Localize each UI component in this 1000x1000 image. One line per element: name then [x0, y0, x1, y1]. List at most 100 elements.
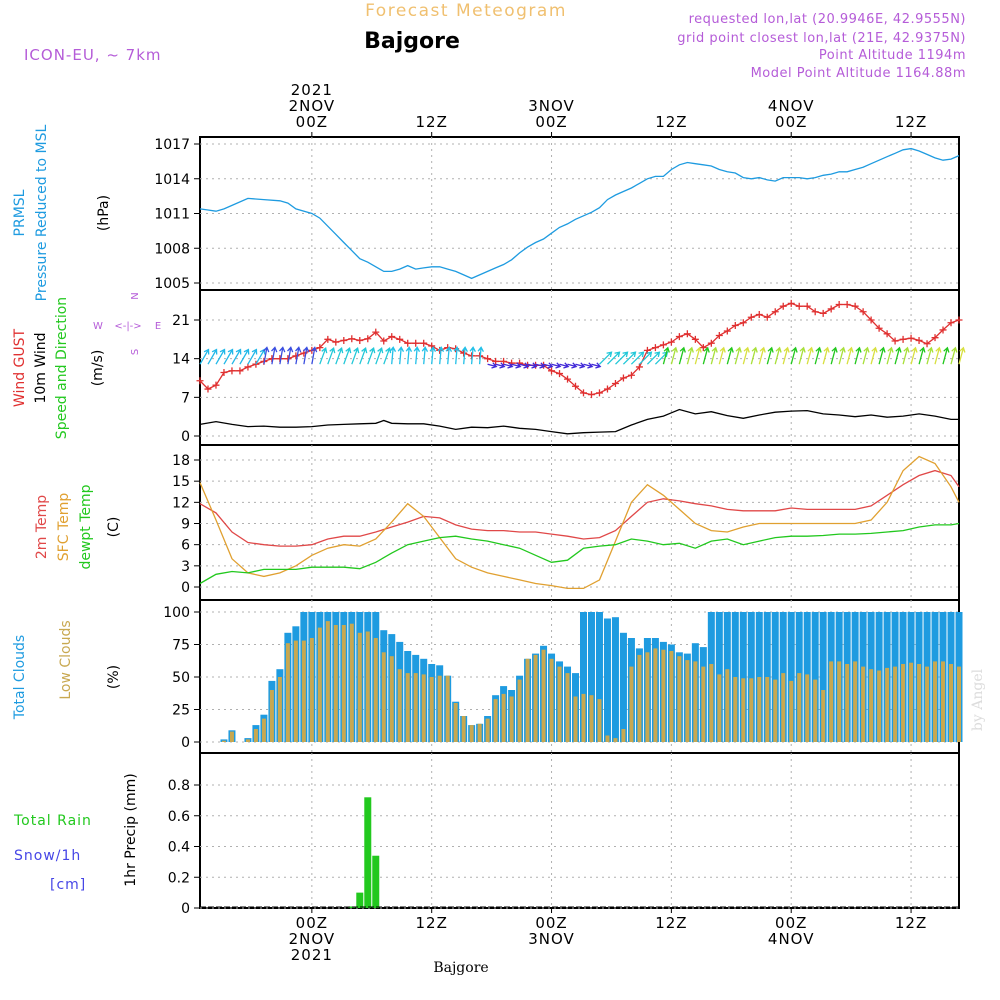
top-time-label: 00Z — [535, 113, 567, 131]
point-altitude: Point Altitude 1194m — [819, 48, 966, 63]
wind-arrow — [782, 346, 790, 365]
gust-marker — [316, 344, 324, 352]
low-cloud-bar — [605, 735, 610, 742]
gust-marker — [891, 337, 899, 345]
low-cloud-bar — [469, 725, 474, 742]
low-cloud-bar — [245, 739, 250, 742]
wind-arrow — [830, 346, 838, 365]
wind-arrow — [734, 346, 742, 365]
low-cloud-bar — [437, 675, 442, 742]
total-cloud-bar — [587, 612, 595, 742]
low-cloud-bar — [477, 723, 482, 742]
gust-marker — [875, 324, 883, 332]
low-cloud-bar — [541, 649, 546, 742]
low-cloud-bar — [845, 664, 850, 742]
y-tick-label: 0.8 — [168, 778, 190, 794]
gust-marker — [388, 333, 396, 341]
wind-arrow — [223, 348, 234, 365]
panel-temperature: 0 3 6 9 12 15 18 — [172, 444, 960, 601]
total-cloud-bar — [611, 617, 619, 742]
low-cloud-bar — [445, 675, 450, 742]
rain-bar — [364, 797, 372, 908]
wind-arrow — [798, 346, 806, 365]
low-cloud-bar — [229, 731, 234, 742]
bottom-time-label: 00Z — [775, 914, 807, 932]
top-time-label: 12Z — [416, 113, 448, 131]
wind-arrow — [389, 346, 397, 365]
total-rain-label: Total Rain — [13, 813, 92, 829]
wind-arrow — [910, 346, 918, 365]
wind-arrow — [327, 347, 336, 365]
gust-marker — [907, 334, 915, 342]
low-cloud-bar — [837, 661, 842, 742]
gust-marker — [843, 301, 851, 309]
total-cloud-bar — [811, 612, 819, 742]
wind-arrow — [638, 351, 653, 365]
bottom-time-label: 3NOV — [528, 930, 575, 948]
low-cloud-bar — [717, 674, 722, 742]
total-cloud-bar — [619, 632, 627, 742]
wind-arrow — [527, 362, 538, 369]
gust-marker — [492, 357, 500, 365]
gust-marker — [867, 316, 875, 324]
wind-arrow — [453, 346, 460, 365]
snow-unit-label: [cm] — [50, 877, 86, 893]
wind-arrow — [878, 346, 886, 365]
wind-arrow — [902, 346, 910, 365]
gust-marker — [611, 380, 619, 388]
gust-marker — [883, 330, 891, 338]
bottom-time-label: 00Z — [535, 914, 567, 932]
series-line — [199, 469, 960, 547]
low-cloud-bar — [413, 673, 418, 742]
low-cloud-bar — [525, 658, 530, 742]
y-tick-label: 14 — [172, 352, 190, 368]
wind-arrow — [862, 346, 870, 365]
gust-marker — [739, 319, 747, 327]
y-tick-label: 1014 — [154, 172, 190, 188]
wind-arrow — [519, 362, 530, 369]
wind-arrow — [662, 346, 670, 365]
total-cloud-bar — [603, 618, 611, 742]
gust-marker — [659, 341, 667, 349]
low-cloud-bar — [909, 662, 914, 742]
total-clouds-label: Total Clouds — [12, 635, 28, 720]
wind-arrow — [413, 346, 421, 365]
wind-arrow — [343, 347, 352, 365]
low-cloud-bar — [493, 699, 498, 742]
wind-arrow — [477, 346, 484, 365]
wind-arrow — [806, 346, 814, 365]
low-cloud-bar — [757, 677, 762, 742]
wind-arrow — [437, 346, 445, 365]
sfc-temp-label: SFC Temp — [56, 493, 72, 562]
gust-marker — [787, 299, 795, 307]
wind-gust-label: Wind GUST — [12, 328, 28, 407]
panel-pressure: 1005 1008 1011 1014 1017 — [154, 136, 960, 292]
gust-marker — [340, 336, 348, 344]
gust-marker — [755, 310, 763, 318]
wind-arrow — [750, 346, 758, 365]
location-title: Bajgore — [364, 29, 460, 54]
gust-marker — [380, 337, 388, 345]
gust-marker — [196, 377, 204, 385]
series-line — [199, 147, 960, 280]
low-cloud-bar — [949, 664, 954, 742]
panel-clouds: 0 25 50 75 100 — [163, 599, 963, 754]
gust-marker — [707, 339, 715, 347]
gust-marker — [244, 363, 252, 371]
low-cloud-bar — [741, 678, 746, 742]
gust-marker — [675, 333, 683, 341]
wind-arrow — [351, 347, 360, 365]
wind-arrow — [469, 346, 476, 365]
low-cloud-bar — [381, 652, 386, 742]
gust-marker — [595, 389, 603, 397]
wind-arrow — [742, 346, 750, 365]
wind-arrow — [718, 346, 726, 365]
plot-area: 1005 1008 1011 1014 1017 0 7 14 21 0 3 6 9 12 15 18 0 25 5… — [154, 81, 966, 964]
gust-marker — [587, 391, 595, 399]
gust-marker — [699, 344, 707, 352]
low-cloud-bar — [861, 666, 866, 742]
y-tick-label: 0.6 — [168, 809, 190, 825]
low-cloud-bar — [829, 661, 834, 742]
wind-arrow — [503, 362, 514, 369]
